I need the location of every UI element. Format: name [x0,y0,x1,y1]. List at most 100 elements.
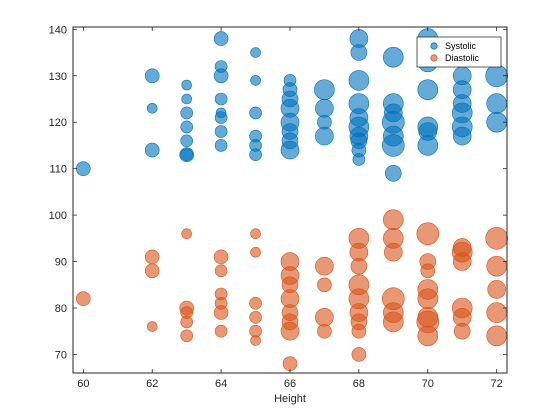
data-point-diastolic-63 [486,255,508,277]
data-point-systolic-56 [417,79,439,100]
y-tick-label: 80 [55,303,67,315]
data-point-systolic-67 [486,93,508,114]
data-point-systolic-4 [181,79,192,91]
data-point-systolic-52 [381,134,405,157]
data-point-systolic-38 [350,44,368,61]
data-point-diastolic-31 [315,307,334,327]
data-point-systolic-10 [180,148,193,161]
legend-label-systolic: Systolic [445,41,477,51]
x-tick-label: 62 [146,378,158,390]
data-point-diastolic-52 [417,288,439,310]
data-point-diastolic-61 [453,322,471,340]
data-point-systolic-3 [144,142,160,158]
data-point-diastolic-44 [383,242,403,262]
data-point-diastolic-7 [180,315,193,329]
y-tick-label: 110 [49,164,67,176]
x-tick-label: 64 [215,378,227,390]
data-point-diastolic-50 [420,263,436,279]
data-point-diastolic-20 [250,335,261,346]
data-point-systolic-24 [249,148,262,161]
axis-ticks: 60 62 64 66 68 70 72 70 80 90 100 110 120 130 140 [49,24,507,390]
data-point-diastolic-10 [214,264,228,278]
data-point-systolic-17 [214,125,228,138]
legend-label-diastolic: Diastolic [445,53,480,63]
data-point-systolic-39 [348,70,370,91]
x-tick-label: 72 [491,378,503,390]
data-point-diastolic-55 [417,325,439,347]
data-point-diastolic-65 [486,302,508,323]
data-point-systolic-34 [315,99,334,118]
data-point-diastolic-64 [487,280,507,299]
data-point-systolic-36 [315,126,334,146]
data-point-systolic-6 [180,106,193,120]
data-point-systolic-18 [214,139,228,152]
data-point-systolic-19 [250,47,261,58]
data-point-diastolic-42 [382,209,404,230]
series-diastolic [76,209,509,372]
legend-box [416,36,502,68]
data-point-systolic-21 [249,106,262,120]
data-point-diastolic-28 [282,356,298,372]
x-tick-label: 70 [422,378,434,390]
data-point-diastolic-4 [181,228,192,239]
data-point-systolic-8 [180,134,193,148]
data-point-systolic-47 [382,46,404,68]
data-point-systolic-65 [452,126,472,146]
data-point-systolic-5 [181,93,192,105]
data-point-diastolic-8 [180,329,193,343]
data-point-diastolic-18 [249,310,262,324]
data-point-diastolic-40 [351,323,367,339]
data-point-systolic-20 [250,75,261,86]
data-point-systolic-0 [76,161,91,176]
data-point-diastolic-32 [317,323,332,339]
data-point-diastolic-48 [416,222,440,245]
data-point-systolic-32 [280,140,300,160]
data-point-diastolic-47 [382,311,404,333]
data-point-diastolic-15 [250,228,261,239]
y-tick-label: 70 [55,349,67,361]
legend-marker-systolic [430,42,438,50]
data-point-systolic-53 [384,165,402,182]
data-point-diastolic-58 [452,252,472,271]
data-point-diastolic-17 [249,296,262,310]
data-point-diastolic-13 [213,305,229,320]
legend: Systolic Diastolic [416,36,502,68]
x-axis-label: Height [274,393,306,405]
y-tick-label: 120 [49,117,67,129]
data-point-diastolic-1 [144,249,160,265]
data-point-diastolic-66 [486,325,508,347]
y-tick-label: 130 [49,71,67,83]
x-tick-label: 68 [353,378,365,390]
y-tick-label: 90 [55,257,67,269]
data-point-diastolic-14 [214,324,228,338]
x-tick-label: 60 [77,378,89,390]
data-point-diastolic-35 [350,257,368,275]
data-point-diastolic-3 [146,321,158,332]
data-point-diastolic-16 [250,246,261,258]
y-tick-label: 100 [49,210,67,222]
data-point-systolic-13 [213,68,229,84]
data-point-systolic-7 [180,120,193,134]
data-point-diastolic-0 [76,291,91,307]
data-point-diastolic-27 [280,321,300,341]
data-points [76,28,509,372]
data-point-diastolic-2 [144,263,160,279]
data-point-systolic-14 [214,92,228,106]
data-point-diastolic-62 [485,227,509,250]
data-point-diastolic-9 [213,249,229,265]
data-point-diastolic-30 [317,277,332,293]
data-point-systolic-16 [214,111,228,124]
data-point-systolic-46 [352,153,366,166]
data-point-diastolic-29 [315,256,334,276]
data-point-systolic-59 [417,135,439,156]
data-point-diastolic-41 [351,347,367,362]
y-tick-label: 140 [49,24,67,36]
x-tick-label: 66 [284,378,296,390]
data-point-systolic-2 [146,103,158,114]
legend-marker-diastolic [430,54,438,62]
legend-entry-systolic: Systolic [430,41,477,51]
legend-entry-diastolic: Diastolic [430,53,480,63]
data-point-systolic-11 [213,31,229,46]
data-point-systolic-33 [314,79,335,100]
